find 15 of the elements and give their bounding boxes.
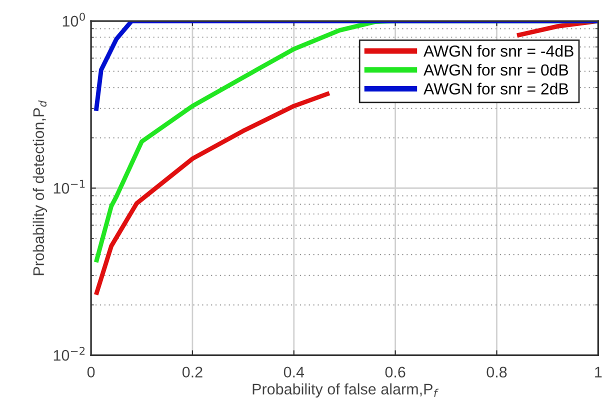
- x-tick-label: 0: [87, 366, 95, 378]
- x-tick-label: 0.8: [486, 366, 507, 378]
- legend-label: AWGN for snr = 2dB: [424, 82, 568, 95]
- x-tick-label: 0.4: [284, 366, 304, 378]
- y-tick-label: 10$^{−1}$: [54, 180, 85, 194]
- y-axis-title: Probability of detection,P$_{d}$: [32, 100, 48, 276]
- legend-label: AWGN for snr = -4dB: [424, 45, 574, 57]
- x-tick-label: 0.2: [182, 366, 202, 378]
- x-tick-label: 0.6: [385, 366, 406, 378]
- x-tick-label: 1: [595, 366, 602, 378]
- legend-label: AWGN for snr = 0dB: [424, 64, 568, 76]
- x-axis-title: Probability of false alarm,P$_{f}$: [252, 383, 439, 398]
- y-tick-label: 10$^{0}$: [62, 12, 85, 27]
- y-tick-label: 10$^{−2}$: [54, 346, 85, 361]
- line-series: [94, 21, 598, 114]
